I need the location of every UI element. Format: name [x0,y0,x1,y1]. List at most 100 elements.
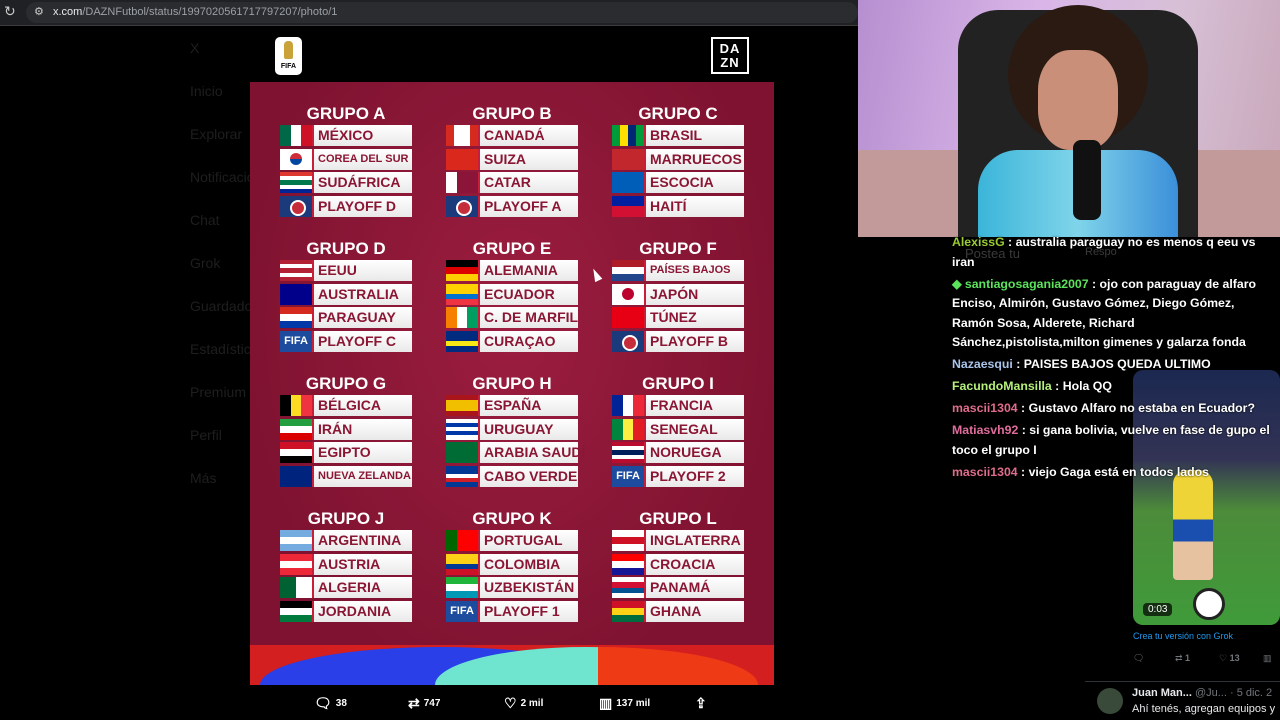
views-icon[interactable]: ▥ [1263,653,1272,663]
team-name: PLAYOFF 1 [478,600,560,622]
team-name: CABO VERDE [478,465,577,487]
team-row: ESCOCIA [612,172,744,193]
x-sidebar-item[interactable]: Explorar [190,126,243,142]
reply-button[interactable]: 🗨 38 [314,695,347,712]
team-row: INGLATERRA [612,530,744,551]
bar-chart-icon: ▥ [599,694,613,711]
group-title: GRUPO J [307,509,385,528]
x-sidebar-item[interactable]: Grok [190,255,221,271]
team-name: PANAMÁ [644,577,710,598]
team-row: PORTUGAL [446,530,578,551]
reload-icon[interactable]: ↻ [4,3,16,19]
like-button[interactable]: ♡ 2 mil [504,695,543,712]
team-row: ARGENTINA [280,530,412,551]
x-sidebar-item[interactable]: Inicio [190,83,223,99]
flag-icon [280,418,312,440]
video-timecode: 0:03 [1143,603,1173,616]
group-title: GRUPO F [639,239,717,258]
chat-text: si gana bolivia, vuelve en fase de gupo … [952,423,1270,457]
x-sidebar-item[interactable]: X [190,40,200,56]
group-title: GRUPO D [306,239,386,258]
chat-message: mascii1304 : viejo Gaga está en todos la… [952,464,1209,479]
team-row: C. DE MARFIL [446,307,578,328]
team-row: JAPÓN [612,283,744,305]
team-name: URUGUAY [478,418,554,440]
flag-icon [612,395,644,416]
team-name: JAPÓN [644,283,698,305]
x-sidebar-item[interactable]: Estadísticas [190,341,266,357]
team-row: HAITÍ [612,195,744,217]
chat-username[interactable]: santiagosagania2007 [964,276,1089,291]
team-row: IRÁN [280,418,412,440]
team-name: NORUEGA [644,442,722,463]
x-sidebar-item[interactable]: Chat [190,212,220,228]
team-name: ECUADOR [478,283,555,305]
chat-username[interactable]: mascii1304 [952,401,1018,415]
repost-button[interactable]: ⇄ 747 [408,695,440,712]
reply-tweet[interactable]: Juan Man... @Ju... · 5 dic. 2 Ahí tenés,… [1085,681,1280,720]
chat-message: FacundoMansilla : Hola QQ [952,379,1112,393]
flag-icon [446,172,478,193]
team-name: BRASIL [644,125,702,146]
flag-icon [612,577,644,598]
group-k: GRUPO K PORTUGAL COLOMBIA UZBEKISTÁN FIFA PLA… [446,508,578,624]
browser-address-bar: ↻ ⚙ x.com/DAZNFutbol/status/199702056171… [0,0,858,26]
fifa-badge-icon: FIFA [612,465,644,487]
grok-link[interactable]: Crea tu versión con Grok [1133,631,1234,641]
red-arc [598,647,758,685]
microphone [1073,140,1101,220]
heart-icon: ♡ [504,694,517,711]
share-button[interactable]: ⇪ [695,695,707,712]
url-input[interactable]: ⚙ x.com/DAZNFutbol/status/19970205617177… [26,2,858,23]
group-title: GRUPO C [638,104,718,123]
team-name: PORTUGAL [478,530,563,551]
team-name: C. DE MARFIL [478,307,578,328]
like-button[interactable]: ♡ 13 [1219,653,1240,663]
group-d: GRUPO D EEUU AUSTRALIA PARAGUAY FIFA PLAYOFF … [280,238,412,354]
x-sidebar-item[interactable]: Premium [190,384,247,400]
chat-username[interactable]: mascii1304 [952,464,1018,479]
team-name: ESPAÑA [478,395,541,416]
flag-icon [280,172,312,193]
team-name: CANADÁ [478,125,545,146]
team-row: CATAR [446,172,578,193]
team-row: BÉLGICA [280,395,412,416]
world-cup-groups-poster[interactable]: GRUPO A MÉXICO COREA DEL SUR SUDÁFRICA PLAYO… [250,82,774,685]
team-row: ESPAÑA [446,395,578,416]
flag-icon [612,260,644,281]
x-sidebar-item[interactable]: Guardados [190,298,260,314]
chat-text: Gustavo Alfaro no estaba en Ecuador? [1028,401,1255,415]
comment-icon: 🗨 [314,694,332,711]
team-row: ECUADOR [446,283,578,305]
team-row: AUSTRALIA [280,283,412,305]
cartoon-player [1173,470,1213,580]
team-name: BÉLGICA [312,395,381,416]
grok-video-thumbnail[interactable] [1133,370,1280,625]
flag-icon [446,307,478,328]
chat-username[interactable]: FacundoMansilla [952,379,1052,393]
reply-name: Juan Man... [1132,687,1192,699]
team-name: MÉXICO [312,125,373,146]
chat-username[interactable]: Matiasvh92 [952,423,1019,437]
repost-button[interactable]: ⇄ 1 [1175,653,1191,663]
views-button[interactable]: ▥ 137 mil [599,695,650,712]
chat-username[interactable]: Nazaesqui [952,357,1013,371]
team-row: FIFA PLAYOFF C [280,330,412,352]
chat-username[interactable]: AlexissG [952,235,1005,249]
x-sidebar-item[interactable]: Perfil [190,427,222,443]
streamer-webcam [858,0,1280,237]
reply-text: Ahí tenés, agregan equipos y [1132,703,1276,715]
team-row: BRASIL [612,125,744,146]
team-name: PAÍSES BAJOS [644,260,731,281]
team-name: ARABIA SAUDÍ [478,442,585,463]
reply-icon[interactable]: 🗨 [1133,653,1145,663]
team-row: PLAYOFF B [612,330,744,352]
avatar[interactable] [1097,688,1123,714]
x-sidebar-item[interactable]: Más [190,470,217,486]
team-row: ARABIA SAUDÍ [446,442,585,463]
team-name: TÚNEZ [644,307,697,328]
flag-icon [446,418,478,440]
team-name: ARGENTINA [312,530,401,551]
site-settings-icon[interactable]: ⚙ [34,6,44,18]
flag-icon [612,418,644,440]
